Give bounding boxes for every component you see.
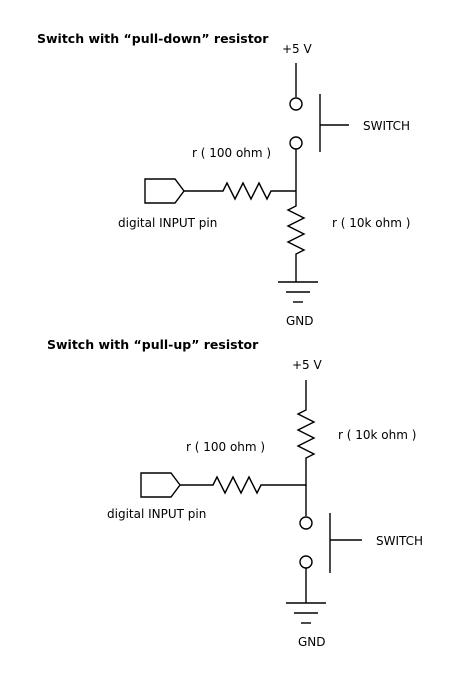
pull-down-resistor [286,187,306,282]
pull-up-ground-icon [286,602,326,624]
pull-up-switch-symbol [329,513,362,573]
pull-up-supply-label: +5 V [292,358,323,372]
pull-down-supply-label: +5 V [282,42,313,56]
pull-down-switch-symbol [319,94,349,152]
pull-down-input-pin-icon [144,178,185,204]
pull-down-resistor-label: r ( 10k ohm ) [332,216,410,230]
pull-up-circuit: Switch with “pull-up” resistor +5 V r ( … [47,337,423,649]
pull-down-gnd-label: GND [286,314,314,328]
pull-down-switch-label: SWITCH [363,119,410,133]
pull-up-gnd-label: GND [298,635,326,649]
pull-up-series-resistor-label: r ( 100 ohm ) [186,440,265,454]
pull-up-title: Switch with “pull-up” resistor [47,337,259,352]
pull-up-switch-label: SWITCH [376,534,423,548]
pull-down-series-resistor [184,181,296,201]
pull-down-switch-top-terminal [289,97,303,111]
pull-up-input-label: digital INPUT pin [107,507,206,521]
pull-down-ground-icon [278,281,318,303]
pull-up-input-pin-icon [140,472,181,498]
pull-up-switch-top-terminal [299,516,313,530]
pull-down-title: Switch with “pull-down” resistor [37,31,269,46]
pull-down-circuit: Switch with “pull-down” resistor +5 V SW… [37,31,410,328]
pull-up-resistor [296,380,316,486]
pull-up-series-resistor [180,475,306,495]
pull-up-switch-bottom-terminal [299,555,313,569]
pull-down-series-resistor-label: r ( 100 ohm ) [192,146,271,160]
pull-up-resistor-label: r ( 10k ohm ) [338,428,416,442]
pull-down-input-label: digital INPUT pin [118,216,217,230]
pull-down-switch-bottom-terminal [289,136,303,150]
